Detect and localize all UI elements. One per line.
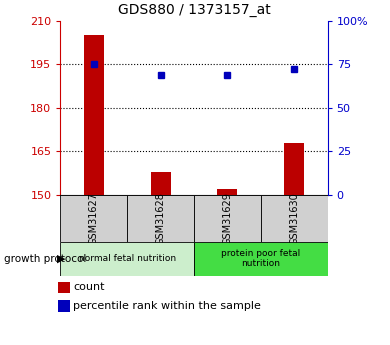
Text: count: count [73,282,105,292]
Text: protein poor fetal
nutrition: protein poor fetal nutrition [221,249,300,268]
Title: GDS880 / 1373157_at: GDS880 / 1373157_at [118,3,270,17]
FancyBboxPatch shape [127,195,194,242]
FancyBboxPatch shape [261,195,328,242]
Text: GSM31628: GSM31628 [156,192,166,245]
Text: GSM31629: GSM31629 [222,192,232,245]
Text: normal fetal nutrition: normal fetal nutrition [79,254,176,263]
Text: GSM31627: GSM31627 [89,192,99,245]
Text: growth protocol: growth protocol [4,254,86,264]
FancyBboxPatch shape [194,241,328,276]
Bar [58,282,70,293]
FancyBboxPatch shape [60,195,127,242]
Text: ▶: ▶ [57,254,65,264]
Text: percentile rank within the sample: percentile rank within the sample [73,301,261,311]
Text: GSM31630: GSM31630 [289,192,299,245]
FancyBboxPatch shape [60,241,194,276]
Bar [58,300,70,312]
Bar [217,189,238,345]
Bar [84,35,104,345]
FancyBboxPatch shape [194,195,261,242]
Bar [284,142,304,345]
Bar [151,172,171,345]
